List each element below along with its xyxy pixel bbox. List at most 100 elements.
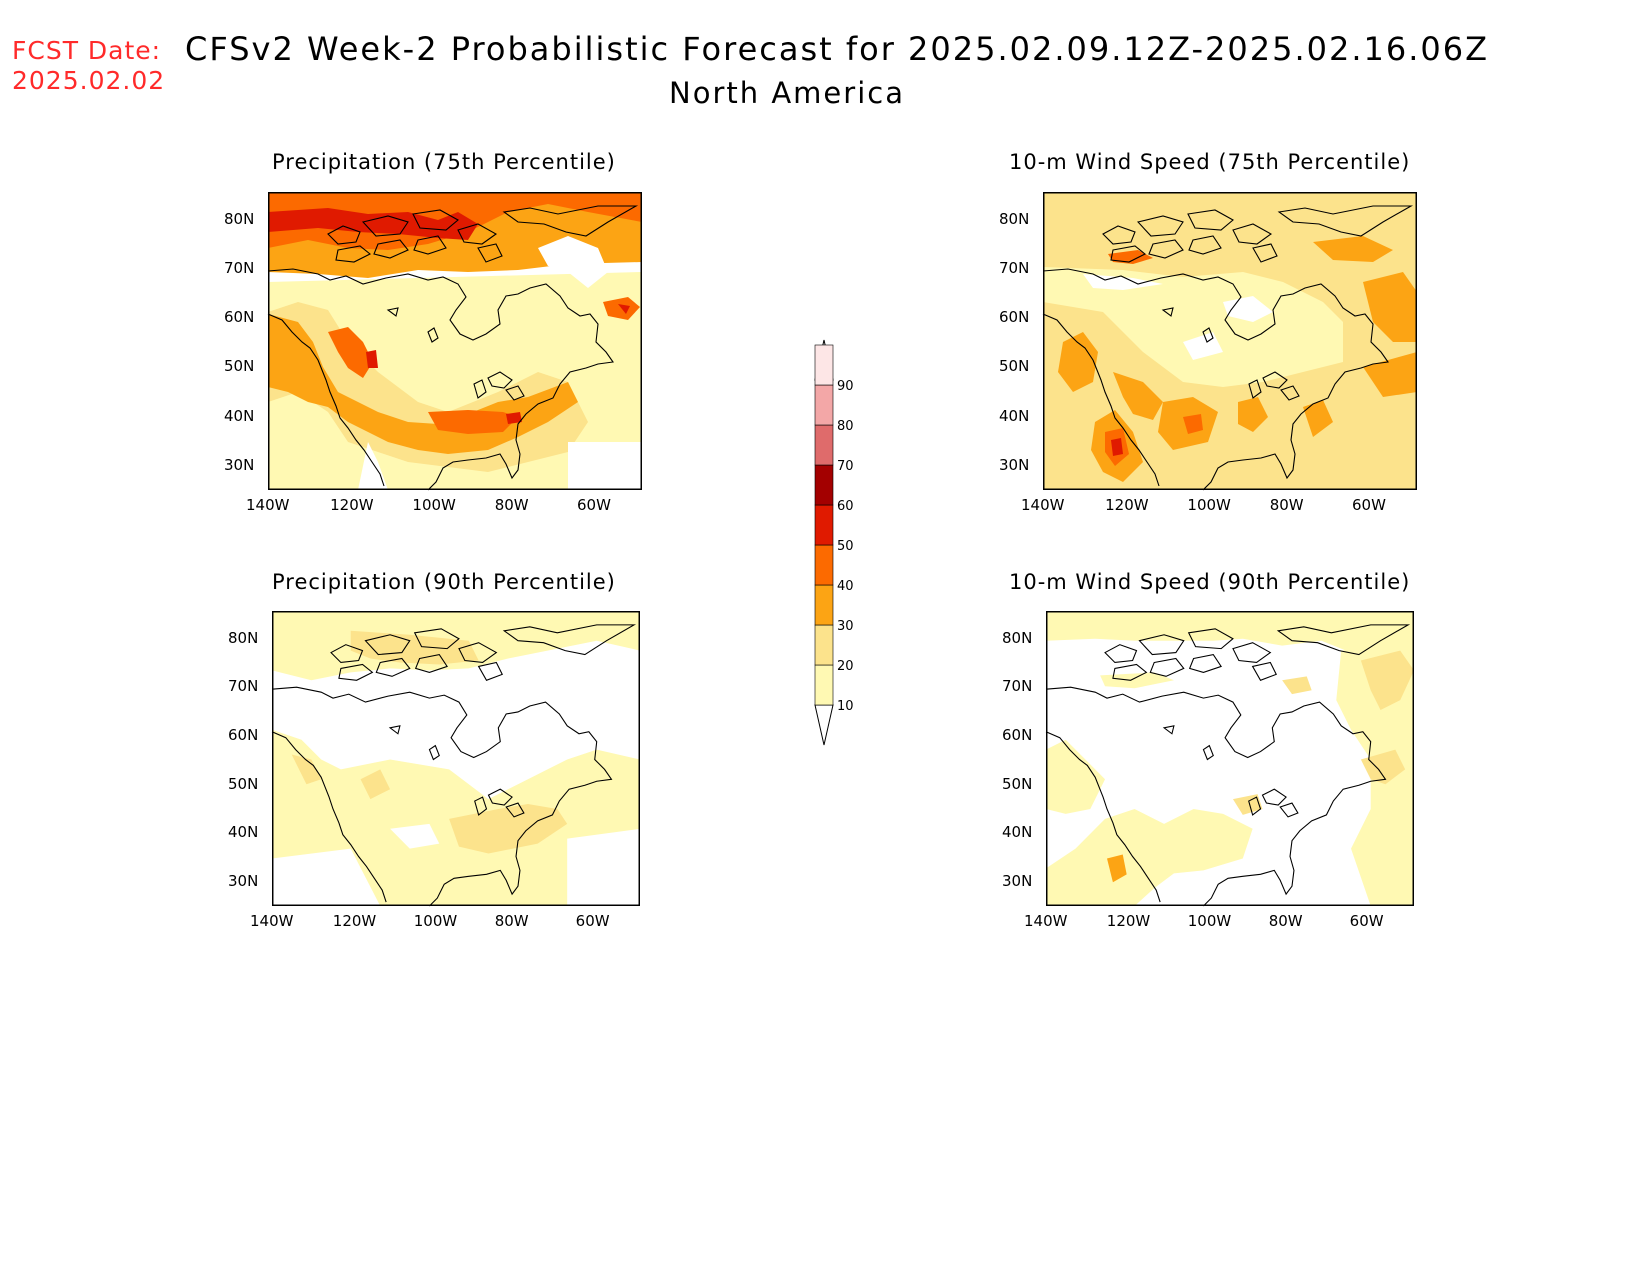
lake-outline [1161, 307, 1174, 317]
island-outline [1110, 245, 1147, 263]
coastlines [267, 205, 639, 491]
colorbar-level-label: 40 [837, 579, 854, 594]
island-outline [1187, 628, 1234, 650]
probability-contour [1113, 372, 1163, 420]
lake-outline [428, 744, 440, 761]
lake-outline [1202, 744, 1214, 761]
probability-contour [366, 350, 378, 368]
probability-field [272, 611, 640, 906]
probability-contour [1083, 274, 1163, 290]
probability-contour [1313, 236, 1393, 262]
lake-outline [388, 725, 401, 735]
map-frame [268, 192, 642, 490]
lat-tick-label: 40N [999, 406, 1030, 425]
coastlines [1045, 624, 1411, 907]
island-outline [1102, 225, 1136, 245]
colorbar-level-label: 60 [837, 499, 854, 514]
lon-tick-label: 120W [330, 496, 374, 514]
probability-contour [272, 848, 381, 906]
lon-tick-label: 80W [1268, 912, 1303, 930]
lon-tick-label: 140W [246, 496, 290, 514]
panel-title: Precipitation (90th Percentile) [272, 570, 616, 594]
probability-contour [1058, 332, 1098, 392]
lon-tick-label: 140W [250, 912, 294, 930]
probability-contour [1100, 672, 1174, 689]
lake-outline [1248, 379, 1262, 399]
probability-contour [428, 410, 518, 434]
lon-tick-label: 80W [1269, 496, 1304, 514]
lat-tick-label: 50N [1002, 774, 1033, 793]
probability-contour [360, 769, 391, 800]
probability-contour [1043, 267, 1343, 387]
lake-outline [427, 327, 439, 343]
probability-contour [358, 442, 388, 490]
island-outline [327, 225, 361, 245]
lat-tick-label: 60N [999, 308, 1030, 327]
coastlines [271, 624, 637, 907]
map-precip-75 [267, 192, 642, 491]
lon-tick-label: 100W [1187, 912, 1232, 930]
lat-tick-label: 80N [224, 209, 255, 228]
colorbar-swatch [814, 624, 834, 666]
island-outline [477, 661, 503, 681]
probability-contour [567, 828, 640, 906]
probability-contour [311, 888, 332, 906]
lat-tick-label: 70N [1002, 677, 1033, 696]
probability-field [1046, 611, 1414, 906]
lat-tick-label: 30N [224, 455, 255, 474]
probability-contour [1223, 296, 1273, 322]
island-outline [1252, 243, 1278, 263]
lake-outline [1162, 725, 1175, 735]
lake-outline [1279, 802, 1299, 818]
lake-outline [505, 802, 525, 818]
probability-contour [1046, 611, 1414, 661]
lat-tick-label: 40N [224, 406, 255, 425]
colorbar-swatch [814, 344, 834, 386]
map-frame [272, 611, 640, 906]
island-outline [1148, 239, 1184, 259]
probability-contour [618, 304, 630, 314]
lake-outline [505, 385, 525, 401]
lon-tick-label: 60W [576, 496, 611, 514]
island-outline [1232, 223, 1273, 245]
coastline [1045, 686, 1387, 907]
island-outline [1188, 653, 1222, 673]
coastline [267, 268, 614, 491]
region-subtitle: North America [0, 76, 1650, 110]
probability-contour [1107, 854, 1127, 883]
colorbar-level-label: 10 [837, 699, 854, 714]
lake-outline [1262, 371, 1288, 389]
lake-outline [474, 796, 488, 816]
probability-contour [538, 236, 608, 288]
island-outline [1138, 634, 1185, 656]
colorbar-swatch [814, 384, 834, 426]
island-outline [477, 243, 503, 263]
lon-tick-label: 120W [1106, 912, 1151, 930]
lat-tick-label: 80N [1002, 628, 1033, 647]
colorbar-bottom-arrow [814, 704, 834, 746]
probability-contour [1303, 400, 1333, 437]
colorbar-level-label: 70 [837, 459, 854, 474]
coastline [271, 686, 613, 907]
lat-tick-label: 30N [228, 871, 259, 890]
colorbar-level-label: 90 [837, 379, 854, 394]
island-outline [1251, 661, 1277, 681]
lake-outline [1261, 788, 1287, 806]
map-frame [1046, 611, 1414, 906]
probability-contour [328, 327, 373, 378]
probability-contour [1282, 676, 1312, 695]
island-outline [373, 239, 409, 259]
island-outline [1232, 642, 1272, 664]
lat-tick-label: 60N [1002, 725, 1033, 744]
probability-contour [390, 823, 440, 849]
island-outline [1188, 235, 1222, 255]
probability-contour [506, 412, 522, 424]
island-outline [1276, 624, 1411, 656]
island-outline [412, 209, 459, 231]
panel-title: 10-m Wind Speed (75th Percentile) [1009, 150, 1411, 174]
region-label: North America [669, 76, 905, 110]
map-wind-75 [1042, 192, 1417, 491]
probability-contour [1046, 739, 1106, 814]
lon-tick-label: 120W [1105, 496, 1149, 514]
lon-tick-label: 100W [412, 496, 456, 514]
